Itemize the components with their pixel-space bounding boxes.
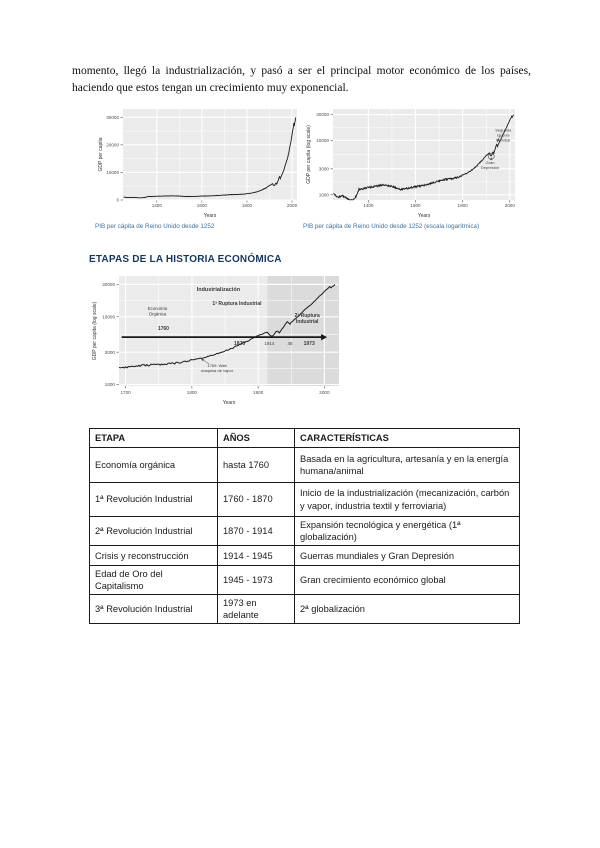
cell-etapa: 2ª Revolución Industrial bbox=[89, 515, 218, 547]
cell-etapa: 1ª Revolución Industrial bbox=[89, 482, 218, 517]
etapas-chart: 1700 1800 1900 2000 1000 3000 10000 30000 Years G… bbox=[89, 269, 345, 409]
svg-text:1760: 1760 bbox=[158, 326, 169, 332]
section-heading: ETAPAS DE LA HISTORIA ECONÓMICA bbox=[89, 254, 282, 265]
cell-anios: 1945 - 1973 bbox=[217, 565, 295, 596]
svg-text:1870: 1870 bbox=[234, 341, 245, 347]
cell-caracteristicas: Inicio de la industrialización (mecaniza… bbox=[294, 482, 520, 517]
svg-text:GDP per capita (log scale): GDP per capita (log scale) bbox=[92, 301, 98, 360]
svg-text:20000: 20000 bbox=[106, 142, 119, 147]
cell-caracteristicas: Guerras mundiales y Gran Depresión bbox=[294, 545, 520, 567]
svg-text:3000: 3000 bbox=[319, 166, 330, 171]
figure-etapas: 1700 1800 1900 2000 1000 3000 10000 30000 Years G… bbox=[89, 269, 345, 409]
cell-etapa: Edad de Oro del Capitalismo bbox=[89, 565, 218, 596]
svg-text:2ª Ruptura: 2ª Ruptura bbox=[295, 313, 320, 319]
figure-gdp-log: 1400 1600 1800 2000 1000 3000 10000 30000 Years G… bbox=[303, 104, 520, 231]
svg-text:1800: 1800 bbox=[242, 203, 253, 208]
svg-text:1800: 1800 bbox=[458, 203, 469, 208]
svg-text:Years: Years bbox=[418, 213, 431, 219]
svg-text:Years: Years bbox=[204, 213, 217, 219]
cell-caracteristicas: Basada en la agricultura, artesanía y en… bbox=[294, 447, 520, 483]
svg-text:Years: Years bbox=[223, 400, 236, 406]
svg-text:1900: 1900 bbox=[253, 390, 264, 395]
cell-anios: 1760 - 1870 bbox=[217, 482, 295, 517]
cell-anios: hasta 1760 bbox=[217, 447, 295, 483]
intro-paragraph: momento, llegó la industrialización, y p… bbox=[72, 65, 531, 94]
table-header-row: ETAPA AÑOS CARACTERÍSTICAS bbox=[89, 428, 520, 448]
table-row: 3ª Revolución Industrial 1973 en adelant… bbox=[89, 594, 520, 625]
svg-text:Orgánica: Orgánica bbox=[149, 312, 167, 317]
etapas-table: ETAPA AÑOS CARACTERÍSTICAS Economía orgá… bbox=[89, 428, 520, 625]
svg-text:1ª Ruptura Industrial: 1ª Ruptura Industrial bbox=[212, 301, 262, 307]
svg-text:Economía: Economía bbox=[148, 306, 168, 311]
svg-text:Mundial: Mundial bbox=[496, 138, 510, 143]
svg-text:1600: 1600 bbox=[197, 203, 208, 208]
gdp-linear-chart: 1400 1600 1800 2000 0 10000 20000 30000 Years GDP… bbox=[95, 104, 302, 222]
etapas-table-wrap: ETAPA AÑOS CARACTERÍSTICAS Economía orgá… bbox=[89, 428, 520, 625]
svg-text:2000: 2000 bbox=[505, 203, 516, 208]
cell-etapa: 3ª Revolución Industrial bbox=[89, 594, 218, 625]
svg-text:1000: 1000 bbox=[105, 382, 116, 387]
svg-text:1000: 1000 bbox=[319, 192, 330, 197]
table-row: 2ª Revolución Industrial 1870 - 1914 Exp… bbox=[89, 515, 520, 547]
svg-text:0: 0 bbox=[116, 198, 119, 203]
gdp-log-chart: 1400 1600 1800 2000 1000 3000 10000 30000 Years G… bbox=[303, 104, 520, 222]
svg-text:3000: 3000 bbox=[105, 350, 116, 355]
svg-text:Guerra: Guerra bbox=[497, 133, 510, 138]
svg-text:2000: 2000 bbox=[287, 203, 298, 208]
svg-text:Segunda: Segunda bbox=[495, 128, 512, 133]
table-row: 1ª Revolución Industrial 1760 - 1870 Ini… bbox=[89, 482, 520, 517]
svg-text:30000: 30000 bbox=[316, 112, 329, 117]
table-row: Edad de Oro del Capitalismo 1945 - 1973 … bbox=[89, 565, 520, 596]
figure-gdp-linear: 1400 1600 1800 2000 0 10000 20000 30000 Years GDP… bbox=[95, 104, 302, 231]
cell-etapa: Economía orgánica bbox=[89, 447, 218, 483]
svg-text:30000: 30000 bbox=[106, 115, 119, 120]
svg-text:2000: 2000 bbox=[319, 390, 330, 395]
svg-text:Gran: Gran bbox=[486, 160, 495, 165]
cell-anios: 1870 - 1914 bbox=[217, 515, 295, 547]
svg-text:Depresión: Depresión bbox=[481, 165, 499, 170]
cell-etapa: Crisis y reconstrucción bbox=[89, 545, 218, 567]
svg-text:10000: 10000 bbox=[106, 170, 119, 175]
svg-text:1973: 1973 bbox=[304, 341, 315, 347]
table-row: Economía orgánica hasta 1760 Basada en l… bbox=[89, 447, 520, 483]
figure-caption-gdp-linear: PIB per cápita de Reino Unido desde 1252 bbox=[95, 223, 215, 230]
svg-text:Industrialización: Industrialización bbox=[197, 287, 241, 293]
table-row: Crisis y reconstrucción 1914 - 1945 Guer… bbox=[89, 545, 520, 567]
svg-text:1600: 1600 bbox=[410, 203, 421, 208]
svg-text:1700: 1700 bbox=[121, 390, 132, 395]
cell-caracteristicas: Gran crecimiento económico global bbox=[294, 565, 520, 596]
svg-text:1400: 1400 bbox=[363, 203, 374, 208]
cell-caracteristicas: Expansión tecnológica y energética (1ª g… bbox=[294, 515, 520, 547]
svg-text:10000: 10000 bbox=[316, 138, 329, 143]
svg-text:GDP per capita: GDP per capita bbox=[98, 137, 104, 171]
cell-caracteristicas: 2ª globalización bbox=[294, 594, 520, 625]
header-caracteristicas: CARACTERÍSTICAS bbox=[294, 428, 520, 448]
cell-anios: 1973 en adelante bbox=[217, 594, 295, 625]
cell-anios: 1914 - 1945 bbox=[217, 545, 295, 567]
svg-text:45: 45 bbox=[288, 341, 293, 346]
svg-text:30000: 30000 bbox=[102, 282, 115, 287]
header-etapa: ETAPA bbox=[89, 428, 218, 448]
figure-caption-gdp-log: PIB per cápita de Reino Unido desde 1252… bbox=[303, 223, 480, 230]
svg-text:1800: 1800 bbox=[187, 390, 198, 395]
svg-text:1400: 1400 bbox=[152, 203, 163, 208]
header-anios: AÑOS bbox=[217, 428, 295, 448]
svg-text:1769: Watt: 1769: Watt bbox=[207, 363, 227, 368]
svg-text:10000: 10000 bbox=[102, 314, 115, 319]
svg-text:1914: 1914 bbox=[265, 341, 275, 346]
svg-text:GDP per capita (log scale): GDP per capita (log scale) bbox=[306, 125, 312, 184]
svg-text:máquina de vapor: máquina de vapor bbox=[201, 368, 234, 373]
svg-text:Industrial: Industrial bbox=[296, 319, 319, 325]
